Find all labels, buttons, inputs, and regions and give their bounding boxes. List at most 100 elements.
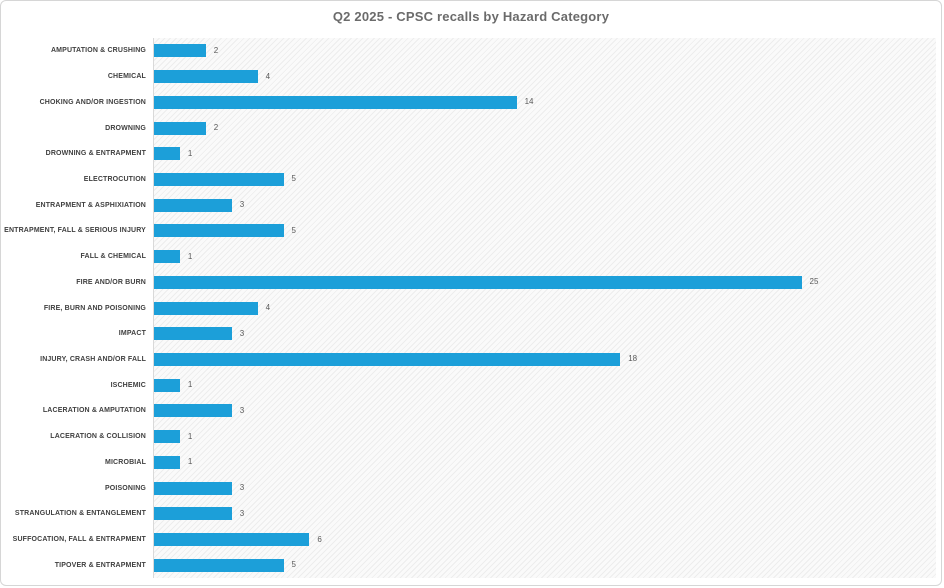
category-label: FIRE, BURN AND POISONING (43, 304, 146, 312)
bar-row: SUFFOCATION, FALL & ENTRAPMENT 6 (1, 527, 941, 553)
bar-rows-container: AMPUTATION & CRUSHING 2 CHEMICAL 4 CHOKI… (1, 38, 941, 578)
bar (154, 250, 180, 264)
bar-track: 3 (146, 192, 941, 218)
category-label: SUFFOCATION, FALL & ENTRAPMENT (12, 536, 146, 544)
bar-track: 1 (146, 141, 941, 167)
bar-track: 25 (146, 269, 941, 295)
bar (154, 95, 517, 109)
bar (154, 507, 232, 521)
bar-track: 2 (146, 38, 941, 64)
bar (154, 327, 232, 341)
bar-row: FIRE AND/OR BURN 25 (1, 269, 941, 295)
bar-row: CHEMICAL 4 (1, 64, 941, 90)
bar-track: 5 (146, 167, 941, 193)
value-label: 1 (187, 431, 193, 441)
bar-track: 5 (146, 552, 941, 578)
value-label: 4 (265, 303, 271, 313)
bar-row: LACERATION & AMPUTATION 3 (1, 398, 941, 424)
category-label: CHEMICAL (107, 73, 146, 81)
value-label: 6 (317, 534, 322, 544)
category-axis-line (153, 38, 154, 578)
bar-row: IMPACT 3 (1, 321, 941, 347)
value-label: 25 (809, 277, 819, 287)
value-label: 4 (265, 71, 271, 81)
value-label: 2 (213, 45, 219, 55)
bar-row: FIRE, BURN AND POISONING 4 (1, 295, 941, 321)
bar (154, 455, 180, 469)
category-label: FIRE AND/OR BURN (76, 278, 146, 286)
bar-track: 3 (146, 398, 941, 424)
bar (154, 481, 232, 495)
category-label: LACERATION & AMPUTATION (42, 407, 146, 415)
category-label: ENTRAPMENT & ASPHIXIATION (35, 201, 146, 209)
category-label: TIPOVER & ENTRAPMENT (54, 561, 146, 569)
bar-track: 14 (146, 89, 941, 115)
bar-track: 1 (146, 372, 941, 398)
chart-title: Q2 2025 - CPSC recalls by Hazard Categor… (332, 9, 610, 24)
bar-track: 3 (146, 475, 941, 501)
plot-background (153, 38, 936, 578)
bar-track: 2 (146, 115, 941, 141)
value-label: 18 (628, 354, 638, 364)
bar-row: CHOKING AND/OR INGESTION 14 (1, 89, 941, 115)
bar (154, 198, 232, 212)
value-label: 3 (239, 200, 245, 210)
bar (154, 378, 180, 392)
bar (154, 172, 284, 186)
bar-row: ISCHEMIC 1 (1, 372, 941, 398)
value-label: 1 (187, 457, 193, 467)
value-label: 14 (524, 97, 534, 107)
bar-row: POISONING 3 (1, 475, 941, 501)
bar-track: 6 (146, 527, 941, 553)
bar-row: FALL & CHEMICAL 1 (1, 244, 941, 270)
category-label: ELECTROCUTION (83, 175, 146, 183)
category-label: LACERATION & COLLISION (50, 433, 146, 441)
category-label: STRANGULATION & ENTANGLEMENT (14, 510, 146, 518)
bar (154, 301, 258, 315)
bar-track: 3 (146, 321, 941, 347)
category-label: ISCHEMIC (110, 381, 146, 389)
bar (154, 352, 621, 366)
bar (154, 44, 206, 58)
bar (154, 558, 284, 572)
bar-row: ENTRAPMENT & ASPHIXIATION 3 (1, 192, 941, 218)
bar-track: 3 (146, 501, 941, 527)
category-label: DROWNING & ENTRAPMENT (45, 150, 146, 158)
bar-track: 5 (146, 218, 941, 244)
category-label: IMPACT (118, 330, 146, 338)
bar-row: DROWNING 2 (1, 115, 941, 141)
value-label: 2 (213, 123, 219, 133)
value-label: 5 (291, 225, 296, 235)
category-label: DROWNING (105, 124, 146, 132)
bar (154, 147, 180, 161)
bar-track: 1 (146, 424, 941, 450)
value-label: 5 (291, 560, 296, 570)
bar (154, 121, 206, 135)
category-label: POISONING (104, 484, 146, 492)
value-label: 3 (239, 483, 245, 493)
bar-row: AMPUTATION & CRUSHING 2 (1, 38, 941, 64)
category-label: MICROBIAL (104, 458, 146, 466)
bar-track: 4 (146, 64, 941, 90)
bar (154, 70, 258, 84)
category-label: ENTRAPMENT, FALL & SERIOUS INJURY (4, 227, 146, 235)
bar-row: LACERATION & COLLISION 1 (1, 424, 941, 450)
value-label: 1 (187, 380, 193, 390)
value-label: 3 (239, 508, 245, 518)
bar-row: ELECTROCUTION 5 (1, 167, 941, 193)
category-label: FALL & CHEMICAL (80, 253, 146, 261)
bar-row: STRANGULATION & ENTANGLEMENT 3 (1, 501, 941, 527)
category-label: AMPUTATION & CRUSHING (50, 47, 146, 55)
bar-row: INJURY, CRASH AND/OR FALL 18 (1, 347, 941, 373)
bar-track: 18 (146, 347, 941, 373)
bar-row: ENTRAPMENT, FALL & SERIOUS INJURY 5 (1, 218, 941, 244)
bar-track: 1 (146, 450, 941, 476)
bar (154, 224, 284, 238)
value-label: 3 (239, 405, 245, 415)
bar-row: TIPOVER & ENTRAPMENT 5 (1, 552, 941, 578)
bar (154, 275, 802, 289)
value-label: 1 (187, 148, 193, 158)
category-label: CHOKING AND/OR INGESTION (39, 98, 146, 106)
value-label: 1 (187, 251, 193, 261)
